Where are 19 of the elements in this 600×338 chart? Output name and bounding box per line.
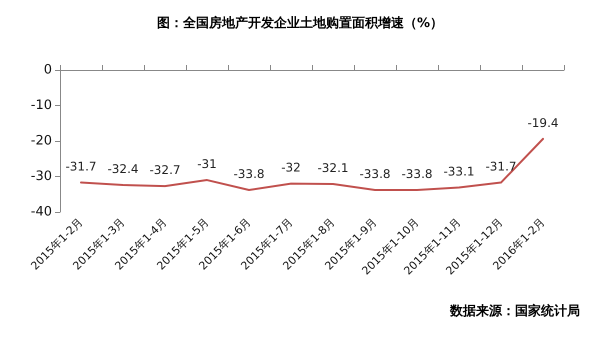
y-tick-label: -10 [30, 98, 52, 113]
data-label: -33.1 [443, 164, 475, 179]
source-note: 数据来源：国家统计局 [449, 303, 580, 319]
data-label: -32.7 [149, 163, 181, 178]
y-tick-label: -20 [30, 134, 52, 148]
data-label: -31.7 [485, 160, 517, 174]
data-label: -33.8 [401, 166, 433, 181]
y-tick-label: 0 [44, 62, 52, 78]
data-label: -31.7 [65, 160, 97, 174]
y-tick-label: -40 [30, 204, 52, 220]
data-label: -19.4 [527, 116, 559, 130]
data-label: -32.1 [317, 160, 349, 175]
data-label: -32 [281, 160, 301, 175]
data-label: -33.8 [359, 166, 391, 181]
chart-title: 图：全国房地产开发企业土地购置面积增速（%） [156, 15, 444, 31]
data-label: -33.8 [233, 166, 265, 181]
y-tick-label: -30 [30, 169, 52, 184]
data-label: -32.4 [107, 162, 139, 176]
data-label: -31 [197, 157, 217, 172]
